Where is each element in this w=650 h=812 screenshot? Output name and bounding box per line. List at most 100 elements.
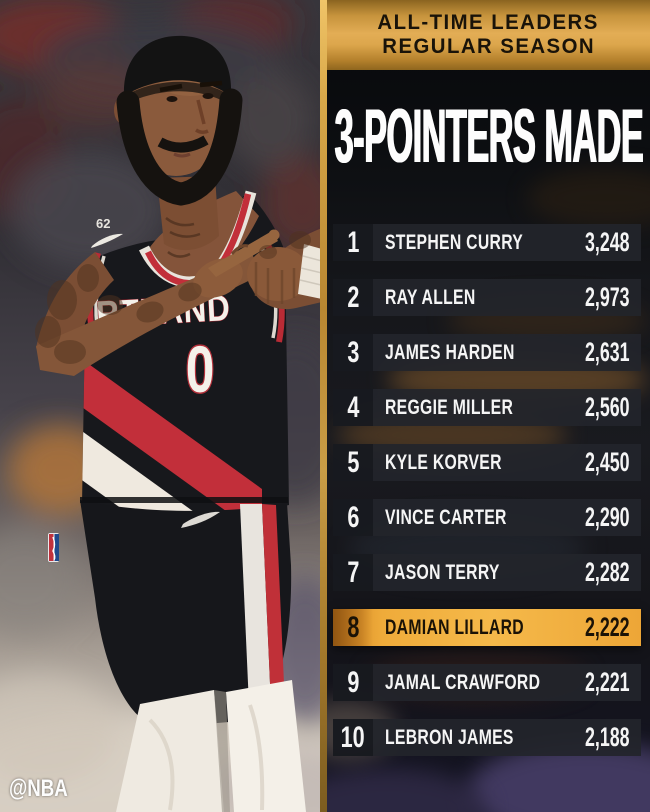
- player-name: DAMIAN LILLARD: [385, 615, 524, 639]
- rank-cell: 2: [333, 279, 373, 316]
- stat-value: 2,221: [585, 667, 630, 697]
- panel-header: ALL-TIME LEADERS REGULAR SEASON: [327, 0, 650, 70]
- panel-bg-blob: [527, 168, 650, 228]
- jersey-number: 0: [184, 330, 215, 407]
- stat-value: 2,450: [585, 447, 630, 477]
- leaderboard-row: 6 VINCE CARTER 2,290: [333, 499, 641, 536]
- rank-cell: 3: [333, 334, 373, 371]
- stat-value-cell: 2,631: [562, 337, 641, 368]
- player-name-cell: VINCE CARTER: [373, 506, 562, 530]
- rank-cell: 10: [333, 719, 373, 756]
- rank-cell: 5: [333, 444, 373, 481]
- leaderboard-row: 2 RAY ALLEN 2,973: [333, 279, 641, 316]
- nba-watermark: @NBA: [9, 775, 68, 802]
- leaderboard-row-highlighted: 8 DAMIAN LILLARD 2,222: [333, 609, 641, 646]
- stat-value-cell: 2,560: [562, 392, 641, 423]
- leaderboard-row: 3 JAMES HARDEN 2,631: [333, 334, 641, 371]
- player-name-cell: JAMAL CRAWFORD: [373, 671, 562, 695]
- stat-value: 2,282: [585, 557, 630, 587]
- leaderboard-rows: 1 STEPHEN CURRY 3,248 2 RAY ALLEN 2,973 …: [333, 224, 641, 774]
- player-name-cell: LEBRON JAMES: [373, 726, 562, 750]
- wrist-tape: [298, 244, 322, 299]
- stat-value-cell: 2,188: [562, 722, 641, 753]
- neck-tattoo: [165, 217, 201, 238]
- rank-number: 10: [340, 720, 366, 754]
- rank-cell: 1: [333, 224, 373, 261]
- stat-value: 3,248: [585, 227, 630, 257]
- rank-number: 4: [346, 390, 360, 424]
- legs: [116, 680, 306, 812]
- leaderboard-row: 9 JAMAL CRAWFORD 2,221: [333, 664, 641, 701]
- player-name: VINCE CARTER: [385, 505, 507, 529]
- pointing-finger: [208, 231, 278, 277]
- panel-bg-blob: [327, 768, 487, 812]
- rank-cell: 6: [333, 499, 373, 536]
- player-name-cell: STEPHEN CURRY: [373, 231, 562, 255]
- rank-number: 6: [346, 500, 360, 534]
- rank-cell: 7: [333, 554, 373, 591]
- player-name-cell: RAY ALLEN: [373, 286, 562, 310]
- rank-number: 2: [346, 280, 360, 314]
- rank-cell: 4: [333, 389, 373, 426]
- rank-number: 8: [346, 610, 360, 644]
- player-photo: 62 RTLAND 0: [0, 0, 322, 812]
- stat-value: 2,290: [585, 502, 630, 532]
- rank-cell: 8: [333, 609, 373, 646]
- player-name: KYLE KORVER: [385, 450, 502, 474]
- gold-divider: [320, 0, 327, 812]
- svg-text:0: 0: [186, 332, 215, 407]
- player-name-cell: JAMES HARDEN: [373, 341, 562, 365]
- rank-cell: 9: [333, 664, 373, 701]
- header-line-2: REGULAR SEASON: [382, 35, 595, 58]
- head: [114, 35, 243, 251]
- player-figure: 62 RTLAND 0: [35, 35, 322, 812]
- rank-number: 5: [346, 445, 360, 479]
- stat-value-cell: 2,973: [562, 282, 641, 313]
- nike-swoosh-shorts: [181, 511, 220, 528]
- jersey-patch-number: 62: [96, 216, 110, 231]
- rank-number: 3: [346, 335, 360, 369]
- player-name-cell: REGGIE MILLER: [373, 396, 562, 420]
- player-name: LEBRON JAMES: [385, 725, 514, 749]
- player-photo-art: 62 RTLAND 0: [0, 0, 322, 812]
- fist-fingers: [254, 262, 296, 304]
- jersey-sash: [82, 300, 262, 515]
- leaderboard-row: 1 STEPHEN CURRY 3,248: [333, 224, 641, 261]
- stat-title-text: 3-POINTERS MADE: [334, 93, 643, 179]
- player-name: JAMES HARDEN: [385, 340, 515, 364]
- rank-number: 7: [346, 555, 360, 589]
- leaderboard-row: 7 JASON TERRY 2,282: [333, 554, 641, 591]
- eye: [202, 93, 214, 99]
- eyebrows: [159, 80, 223, 93]
- leaderboard-row: 5 KYLE KORVER 2,450: [333, 444, 641, 481]
- nike-swoosh-jersey: [91, 233, 123, 248]
- player-name: JASON TERRY: [385, 560, 500, 584]
- stat-value: 2,188: [585, 722, 630, 752]
- player-name: STEPHEN CURRY: [385, 230, 524, 254]
- header-line-1: ALL-TIME LEADERS: [377, 10, 600, 34]
- player-name-cell: JASON TERRY: [373, 561, 562, 585]
- player-name: REGGIE MILLER: [385, 395, 514, 419]
- stat-value-cell: 2,221: [562, 667, 641, 698]
- nba-logo-patch: [48, 533, 59, 562]
- nose: [195, 99, 209, 135]
- player-name-cell: KYLE KORVER: [373, 451, 562, 475]
- player-name: RAY ALLEN: [385, 285, 476, 309]
- leaderboard-row: 4 REGGIE MILLER 2,560: [333, 389, 641, 426]
- stat-value: 2,222: [585, 612, 630, 642]
- leaderboard-row: 10 LEBRON JAMES 2,188: [333, 719, 641, 756]
- rank-number: 9: [346, 665, 360, 699]
- player-name: JAMAL CRAWFORD: [385, 670, 541, 694]
- stat-value-cell: 2,222: [562, 612, 641, 643]
- hair: [123, 35, 232, 96]
- player-name-cell: DAMIAN LILLARD: [373, 616, 562, 640]
- tattoos: [35, 231, 311, 364]
- stat-value: 2,973: [585, 282, 630, 312]
- rank-number: 1: [346, 225, 360, 259]
- shorts: [48, 497, 292, 728]
- mustache: [157, 135, 209, 153]
- stat-value-cell: 2,450: [562, 447, 641, 478]
- stat-value-cell: 3,248: [562, 227, 641, 258]
- leaderboard-panel: ALL-TIME LEADERS REGULAR SEASON 3-POINTE…: [327, 0, 650, 812]
